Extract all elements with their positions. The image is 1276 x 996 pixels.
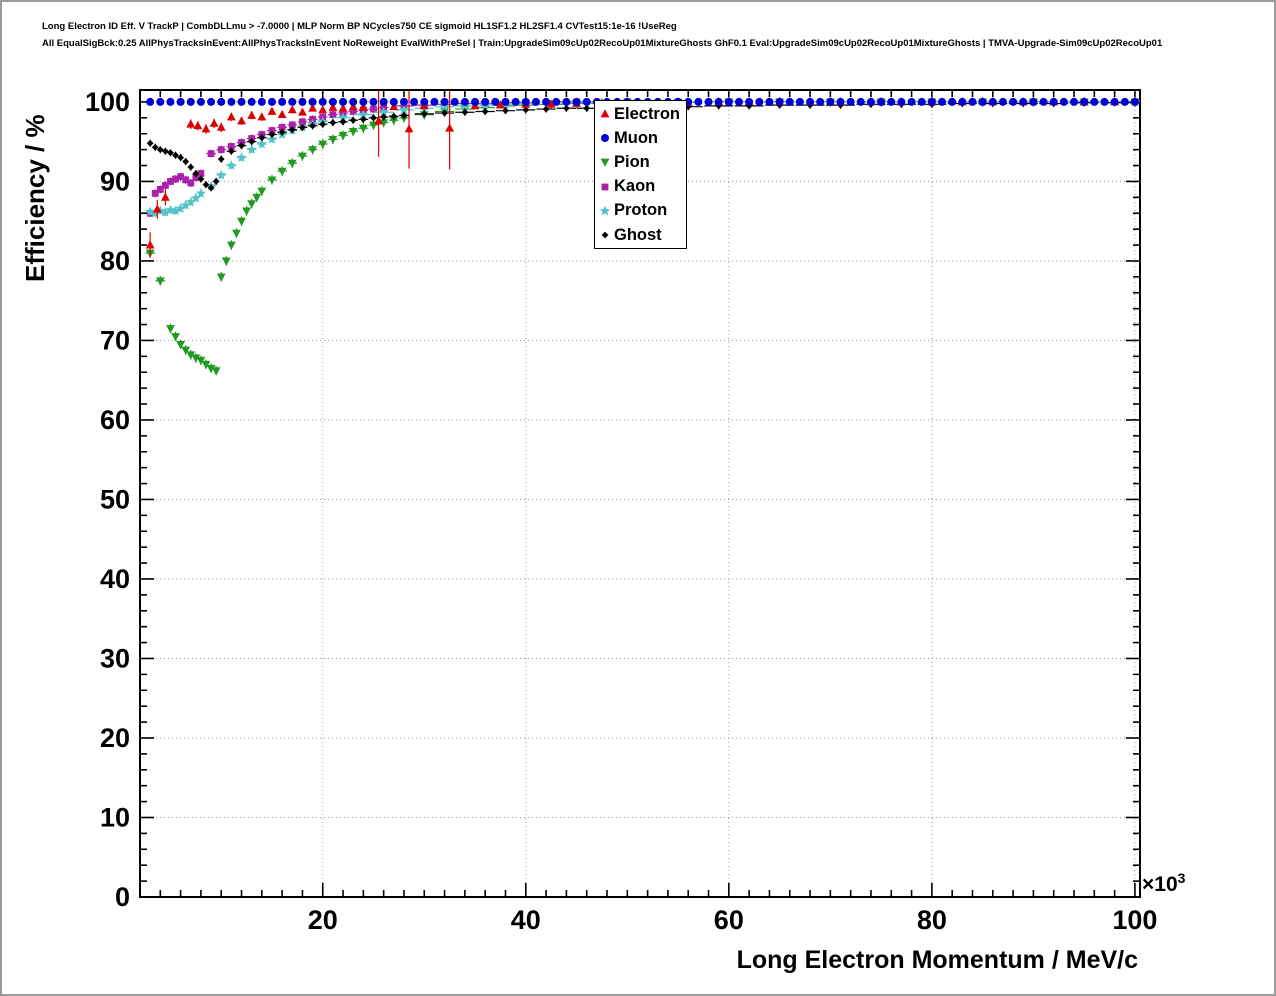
y-tick-label: 70 — [100, 325, 130, 355]
y-tick-label: 100 — [85, 87, 130, 117]
y-tick-label: 80 — [100, 246, 130, 276]
x-tick-label: 60 — [714, 905, 744, 935]
y-tick-label: 20 — [100, 723, 130, 753]
legend-entry-pion: Pion — [595, 154, 686, 171]
proton-marker-icon — [597, 203, 613, 219]
y-tick-label: 50 — [100, 484, 130, 514]
plot-frame — [139, 89, 1141, 898]
legend-entry-proton: Proton — [595, 202, 686, 219]
x-axis-title: Long Electron Momentum / MeV/c — [736, 946, 1138, 974]
legend-label-muon: Muon — [614, 128, 658, 147]
ghost-marker-icon — [597, 227, 613, 243]
legend-label-pion: Pion — [614, 153, 650, 172]
legend-label-proton: Proton — [614, 201, 668, 220]
kaon-marker-icon — [597, 179, 613, 195]
x-tick-label: 100 — [1112, 905, 1157, 935]
x-multiplier-exponent: 3 — [1177, 870, 1186, 886]
y-tick-label: 10 — [100, 802, 130, 832]
tick-labels: 20 40 60 80 100 0 10 20 30 40 50 60 70 80 90 100 — [85, 87, 1158, 935]
y-tick-label: 40 — [100, 564, 130, 594]
series-muon — [146, 97, 1139, 106]
plot-title-line-1: Long Electron ID Eff. V TrackP | CombDLL… — [42, 21, 677, 32]
x-axis-multiplier: ×103 — [1142, 870, 1185, 897]
legend: Electron Muon Pion Kaon Proton Ghost — [594, 100, 687, 249]
muon-marker-icon — [597, 130, 613, 146]
legend-entry-electron: Electron — [595, 106, 686, 123]
legend-label-kaon: Kaon — [614, 177, 656, 196]
x-tick-label: 20 — [308, 905, 338, 935]
y-tick-label: 30 — [100, 643, 130, 673]
legend-entry-ghost: Ghost — [595, 227, 686, 244]
plot-title-line-2: All EqualSigBck:0.25 AllPhysTracksInEven… — [42, 38, 1163, 49]
x-tick-label: 40 — [511, 905, 541, 935]
x-multiplier-base: ×10 — [1142, 873, 1178, 896]
y-axis-title: Efficiency / % — [20, 114, 50, 282]
electron-marker-icon — [597, 106, 613, 122]
y-tick-label: 90 — [100, 166, 130, 196]
legend-label-ghost: Ghost — [614, 225, 662, 244]
y-tick-label: 0 — [115, 882, 130, 912]
pion-marker-icon — [597, 154, 613, 170]
axis-ticks — [140, 90, 1140, 898]
legend-entry-muon: Muon — [595, 130, 686, 147]
y-tick-label: 60 — [100, 405, 130, 435]
x-tick-label: 80 — [917, 905, 947, 935]
legend-label-electron: Electron — [614, 104, 681, 123]
legend-entry-kaon: Kaon — [595, 178, 686, 195]
